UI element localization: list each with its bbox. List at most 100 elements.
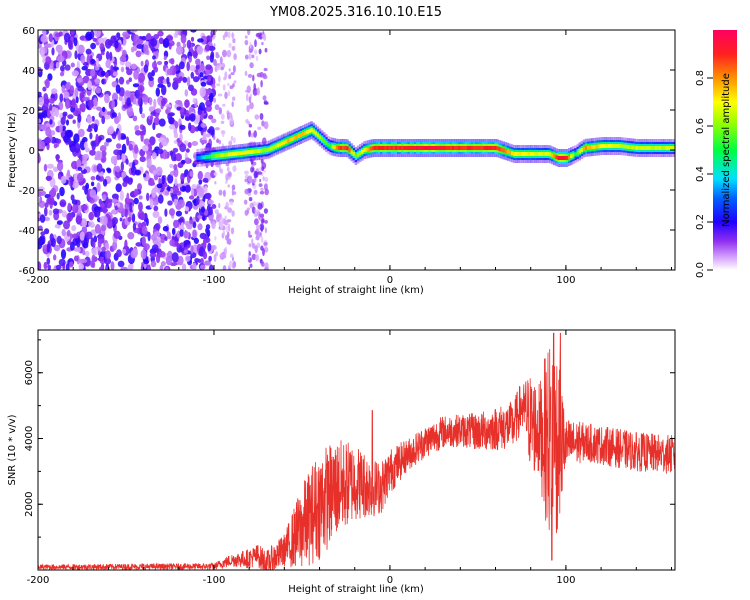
noise-blob <box>219 252 225 259</box>
noise-blob <box>254 49 258 55</box>
noise-blob <box>188 195 195 200</box>
noise-blob <box>226 49 232 58</box>
noise-blob <box>66 230 71 237</box>
noise-blob <box>111 112 118 118</box>
snr-xlabel: Height of straight line (km) <box>288 584 424 595</box>
noise-blob <box>231 184 236 191</box>
noise-blob <box>71 199 78 205</box>
noise-blob <box>197 170 203 180</box>
noise-blob <box>56 220 63 226</box>
noise-blob <box>71 70 79 77</box>
noise-blob <box>91 254 96 264</box>
noise-blob <box>82 250 86 256</box>
noise-blob <box>68 138 72 146</box>
y-tick-label: 60 <box>22 26 35 37</box>
noise-blob <box>45 56 52 65</box>
noise-blob <box>229 118 234 125</box>
noise-blob <box>164 208 168 217</box>
noise-blob <box>255 55 259 62</box>
colorbar-label: Normalized spectral amplitude <box>721 73 732 227</box>
noise-blob <box>116 154 121 161</box>
noise-blob <box>214 236 217 241</box>
noise-blob <box>232 65 236 73</box>
ridge-cell <box>597 144 600 149</box>
ridge-cell <box>589 145 592 150</box>
noise-blob <box>227 82 230 87</box>
ridge-cell <box>612 144 615 148</box>
ridge-cell <box>470 146 474 150</box>
colorbar-tick-label: 0.6 <box>695 118 706 134</box>
noise-blob <box>259 178 262 183</box>
ridge-cell <box>578 149 581 154</box>
noise-blob <box>121 135 127 140</box>
noise-blob <box>111 81 118 88</box>
noise-blob <box>174 121 179 129</box>
noise-blob <box>179 124 186 130</box>
noise-blob <box>184 206 189 212</box>
noise-blob <box>130 30 138 33</box>
noise-blob <box>104 250 111 260</box>
noise-blob <box>93 97 98 107</box>
noise-blob <box>230 72 235 76</box>
ridge-cell <box>230 152 233 157</box>
ridge-cell <box>460 146 463 150</box>
noise-blob <box>87 80 92 91</box>
noise-blob <box>121 152 126 162</box>
ridge-cell <box>517 152 520 156</box>
noise-blob <box>107 168 112 174</box>
noise-blob <box>77 166 83 171</box>
noise-blob <box>256 233 260 241</box>
noise-blob <box>213 135 216 140</box>
noise-blob <box>50 187 57 198</box>
ridge-cell <box>654 146 657 150</box>
noise-blob <box>192 262 197 270</box>
noise-blob <box>67 202 72 211</box>
ridge-cell <box>568 155 571 159</box>
noise-blob <box>167 200 173 206</box>
noise-blob <box>218 62 221 66</box>
snr-frame <box>37 329 676 571</box>
noise-blob <box>114 205 118 210</box>
noise-blob <box>101 79 105 85</box>
ridge-cell <box>384 146 387 150</box>
noise-blob <box>99 43 105 50</box>
noise-blob <box>75 215 82 225</box>
noise-blob <box>153 98 157 109</box>
noise-blob <box>127 232 135 240</box>
noise-blob <box>259 113 264 120</box>
x-tick-label: -100 <box>203 575 226 586</box>
noise-blob <box>213 172 218 176</box>
noise-blob <box>230 227 235 235</box>
noise-blob <box>207 199 214 205</box>
noise-blob <box>204 185 208 194</box>
noise-blob <box>142 145 149 152</box>
y-tick-label: 2000 <box>24 491 35 516</box>
ridge-cell <box>354 154 358 158</box>
noise-blob <box>110 155 118 165</box>
noise-blob <box>183 231 190 239</box>
noise-blob <box>179 229 184 237</box>
noise-blob <box>170 151 177 162</box>
ridge-cell <box>538 152 541 156</box>
noise-blob <box>226 231 230 239</box>
noise-blob <box>77 128 85 138</box>
noise-blob <box>214 209 219 215</box>
noise-blob <box>258 48 262 55</box>
noise-blob <box>130 46 135 53</box>
noise-blob <box>183 249 188 254</box>
noise-blob <box>102 179 108 187</box>
noise-blob <box>64 64 71 71</box>
noise-blob <box>184 89 189 97</box>
noise-blob <box>135 50 142 58</box>
noise-blob <box>96 182 101 192</box>
noise-blob <box>233 53 237 61</box>
noise-blob <box>42 102 49 111</box>
ridge-cell <box>259 148 263 153</box>
ridge-cell <box>413 146 417 150</box>
noise-blob <box>161 84 167 96</box>
ridge-cell <box>458 146 461 150</box>
noise-blob <box>79 104 84 112</box>
ridge-cell <box>209 154 212 159</box>
ridge-cell <box>494 146 497 150</box>
